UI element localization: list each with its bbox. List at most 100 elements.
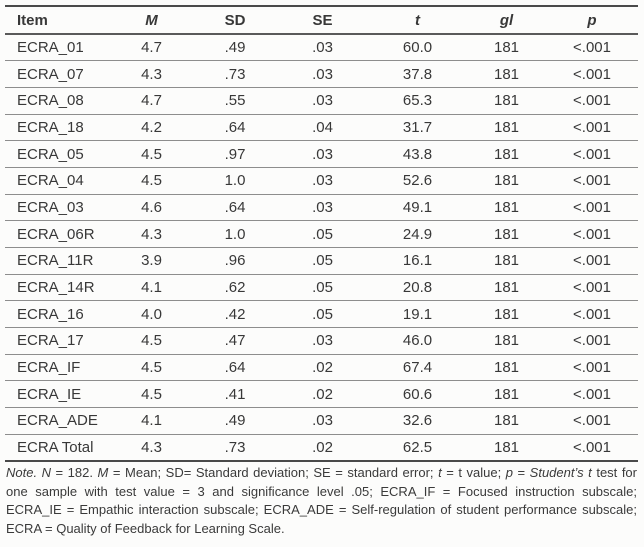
- note-n-symbol: N: [41, 465, 52, 480]
- table-note: Note. N = 182. M = Mean; SD= Standard de…: [6, 464, 637, 538]
- item-cell: ECRA_04: [17, 172, 84, 190]
- value-cell: 181: [493, 39, 520, 57]
- value-cell: <.001: [573, 305, 611, 323]
- table-header-row: Item M SD SE t gl p: [5, 6, 638, 34]
- table-row: ECRA_14R 4.1 .62 .05 20.8 181 <.001: [5, 274, 638, 301]
- item-cell: ECRA_16: [17, 305, 84, 323]
- value-cell: 60.6: [402, 385, 433, 403]
- value-cell: 181: [493, 172, 520, 190]
- value-cell: .62: [224, 279, 246, 297]
- value-cell: <.001: [573, 412, 611, 430]
- value-cell: .47: [224, 332, 246, 350]
- note-m-symbol: M: [97, 465, 109, 480]
- table-row: ECRA Total 4.3 .73 .02 62.5 181 <.001: [5, 434, 638, 461]
- column-header-p: p: [587, 11, 597, 29]
- item-cell: ECRA_01: [17, 39, 84, 57]
- value-cell: 49.1: [402, 198, 433, 216]
- column-header-t: t: [415, 11, 420, 29]
- table-row: ECRA_07 4.3 .73 .03 37.8 181 <.001: [5, 61, 638, 88]
- value-cell: 181: [493, 305, 520, 323]
- item-cell: ECRA_03: [17, 198, 84, 216]
- value-cell: .03: [312, 65, 333, 83]
- value-cell: 24.9: [402, 225, 433, 243]
- item-cell: ECRA_17: [17, 332, 84, 350]
- value-cell: <.001: [573, 385, 611, 403]
- value-cell: 4.2: [141, 118, 162, 136]
- note-students-t: Student’s t: [529, 465, 592, 480]
- note-text: test for one sample with test value = 3 …: [6, 465, 637, 536]
- value-cell: 4.1: [141, 279, 162, 297]
- value-cell: .96: [224, 252, 246, 270]
- value-cell: .03: [312, 145, 333, 163]
- table-row: ECRA_18 4.2 .64 .04 31.7 181 <.001: [5, 114, 638, 141]
- value-cell: 181: [493, 412, 520, 430]
- column-header-se: SE: [312, 11, 333, 29]
- value-cell: <.001: [573, 252, 611, 270]
- note-text: =: [513, 465, 530, 480]
- value-cell: .05: [312, 252, 333, 270]
- table-row: ECRA_ADE 4.1 .49 .03 32.6 181 <.001: [5, 408, 638, 435]
- value-cell: <.001: [573, 438, 611, 456]
- value-cell: .49: [224, 412, 246, 430]
- value-cell: 181: [493, 145, 520, 163]
- value-cell: 181: [493, 198, 520, 216]
- item-cell: ECRA_05: [17, 145, 84, 163]
- value-cell: 4.3: [141, 438, 162, 456]
- value-cell: .64: [224, 359, 246, 377]
- note-text: = 182.: [51, 465, 98, 480]
- value-cell: .42: [224, 305, 246, 323]
- table-row: ECRA_IE 4.5 .41 .02 60.6 181 <.001: [5, 381, 638, 408]
- value-cell: 181: [493, 92, 520, 110]
- value-cell: .41: [224, 385, 246, 403]
- value-cell: 4.6: [141, 198, 162, 216]
- value-cell: <.001: [573, 359, 611, 377]
- table-row: ECRA_05 4.5 .97 .03 43.8 181 <.001: [5, 141, 638, 168]
- value-cell: 4.7: [141, 39, 162, 57]
- table-row: ECRA_17 4.5 .47 .03 46.0 181 <.001: [5, 328, 638, 355]
- value-cell: <.001: [573, 92, 611, 110]
- value-cell: 52.6: [402, 172, 433, 190]
- column-header-item: Item: [17, 11, 48, 29]
- value-cell: <.001: [573, 65, 611, 83]
- table-row: ECRA_16 4.0 .42 .05 19.1 181 <.001: [5, 301, 638, 328]
- value-cell: 4.5: [141, 172, 162, 190]
- note-text: = t value;: [441, 465, 506, 480]
- value-cell: .64: [224, 118, 246, 136]
- column-header-gl: gl: [499, 11, 514, 29]
- value-cell: .05: [312, 305, 333, 323]
- value-cell: 181: [493, 118, 520, 136]
- value-cell: 37.8: [402, 65, 433, 83]
- value-cell: 4.5: [141, 145, 162, 163]
- table-row: ECRA_IF 4.5 .64 .02 67.4 181 <.001: [5, 354, 638, 381]
- table-body: ECRA_01 4.7 .49 .03 60.0 181 <.001 ECRA_07 4.3 .7…: [5, 34, 638, 461]
- value-cell: .55: [224, 92, 246, 110]
- value-cell: .02: [312, 359, 333, 377]
- table-row: ECRA_06R 4.3 1.0 .05 24.9 181 <.001: [5, 221, 638, 248]
- value-cell: .03: [312, 39, 333, 57]
- item-cell: ECRA_18: [17, 118, 84, 136]
- value-cell: <.001: [573, 118, 611, 136]
- value-cell: .05: [312, 225, 333, 243]
- value-cell: 4.3: [141, 225, 162, 243]
- item-cell: ECRA_ADE: [17, 412, 98, 430]
- value-cell: .04: [312, 118, 333, 136]
- value-cell: .03: [312, 198, 333, 216]
- table-row: ECRA_01 4.7 .49 .03 60.0 181 <.001: [5, 34, 638, 61]
- item-cell: ECRA_07: [17, 65, 84, 83]
- value-cell: 181: [493, 438, 520, 456]
- value-cell: 1.0: [224, 225, 246, 243]
- value-cell: .49: [224, 39, 246, 57]
- item-cell: ECRA_IF: [17, 359, 81, 377]
- note-text: = Mean; SD= Standard deviation; SE = sta…: [108, 465, 439, 480]
- value-cell: 67.4: [402, 359, 433, 377]
- table-row: ECRA_11R 3.9 .96 .05 16.1 181 <.001: [5, 248, 638, 275]
- value-cell: 4.5: [141, 332, 162, 350]
- value-cell: 4.7: [141, 92, 162, 110]
- item-cell: ECRA_IE: [17, 385, 82, 403]
- statistics-table: Item M SD SE t gl p ECRA_01 4.7 .49 .03 60.0…: [5, 5, 638, 462]
- column-header-mean: M: [145, 11, 158, 29]
- value-cell: 32.6: [402, 412, 433, 430]
- value-cell: 181: [493, 225, 520, 243]
- value-cell: 181: [493, 385, 520, 403]
- value-cell: 31.7: [402, 118, 433, 136]
